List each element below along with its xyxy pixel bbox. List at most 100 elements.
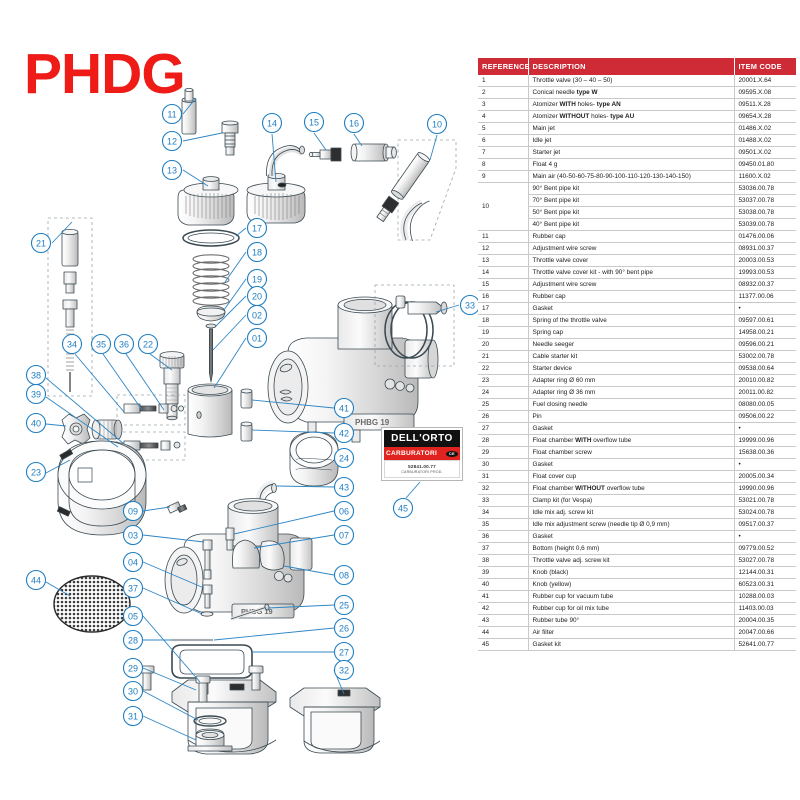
- callout-28[interactable]: 28: [122, 629, 144, 651]
- callout-29[interactable]: 29: [122, 657, 144, 679]
- callout-02[interactable]: 02: [246, 304, 268, 326]
- cell-description: Throttle valve adj. screw kit: [528, 554, 735, 568]
- badge-oval-mark: CE: [445, 450, 458, 457]
- callout-label: 06: [339, 506, 349, 516]
- callout-08[interactable]: 08: [333, 564, 355, 586]
- callout-37[interactable]: 37: [122, 577, 144, 599]
- part-bent-pipe-kit-10: [376, 139, 457, 242]
- callout-36[interactable]: 36: [113, 333, 135, 355]
- callout-label: 08: [339, 570, 349, 580]
- callout-20[interactable]: 20: [246, 285, 268, 307]
- table-row: 70° Bent pipe kit 53037.00.78: [478, 194, 796, 208]
- callout-label: 12: [167, 136, 177, 146]
- badge-code-line2: CARBURATORI PROD.: [401, 470, 443, 474]
- badge-subtitle-row: CARBURATORI CE: [384, 447, 460, 460]
- callout-25[interactable]: 25: [333, 594, 355, 616]
- callout-13[interactable]: 13: [161, 159, 183, 181]
- callout-27[interactable]: 27: [333, 641, 355, 663]
- cell-description: Rubber cap: [528, 230, 735, 244]
- callout-circle: [333, 617, 355, 639]
- table-row: 43 Rubber tube 90° 20004.00.35: [478, 614, 796, 628]
- callout-12[interactable]: 12: [161, 130, 183, 152]
- callout-label: 43: [339, 482, 349, 492]
- callout-15[interactable]: 15: [303, 111, 325, 133]
- callout-19[interactable]: 19: [246, 268, 268, 290]
- callout-10[interactable]: 10: [426, 113, 448, 135]
- cell-description: Starter jet: [528, 146, 735, 160]
- cell-item-code: 01486.X.02: [734, 122, 796, 136]
- callout-14[interactable]: 14: [261, 112, 283, 134]
- callout-03[interactable]: 03: [122, 524, 144, 546]
- callout-07[interactable]: 07: [333, 524, 355, 546]
- callout-18[interactable]: 18: [246, 241, 268, 263]
- cell-item-code: 09597.00.61: [734, 314, 796, 328]
- cell-item-code: 20004.00.35: [734, 614, 796, 628]
- callout-33[interactable]: 33: [459, 294, 479, 316]
- part-spring-18: [192, 254, 230, 306]
- callout-39[interactable]: 39: [25, 383, 47, 405]
- cell-item-code: 53036.00.78: [734, 182, 796, 196]
- callout-16[interactable]: 16: [343, 112, 365, 134]
- callout-circle: [246, 217, 268, 239]
- callout-circle: [25, 461, 47, 483]
- callout-24[interactable]: 24: [333, 447, 355, 469]
- cell-reference: 22: [478, 362, 529, 376]
- cell-description: Float cover cup: [528, 470, 735, 484]
- cell-description: Gasket: [528, 302, 735, 316]
- callout-05[interactable]: 05: [122, 605, 144, 627]
- table-row: 5 Main jet 01486.X.02: [478, 122, 796, 136]
- callout-30[interactable]: 30: [122, 680, 144, 702]
- callout-label: 03: [128, 530, 138, 540]
- callout-label: 11: [167, 109, 176, 119]
- cell-item-code: •: [734, 458, 796, 472]
- badge-brand: DELL'ORTO: [384, 430, 460, 447]
- cell-item-code: 20001.X.64: [734, 75, 796, 88]
- table-row: 33 Clamp kit (for Vespa) 53021.00.78: [478, 494, 796, 508]
- callout-label: 15: [309, 117, 319, 127]
- callout-45[interactable]: 45: [392, 497, 414, 519]
- callout-42[interactable]: 42: [333, 422, 355, 444]
- callout-11[interactable]: 11: [161, 103, 183, 125]
- callout-23[interactable]: 23: [25, 461, 47, 483]
- callout-26[interactable]: 26: [333, 617, 355, 639]
- part-conical-needle-02: [209, 328, 213, 383]
- callout-circle: [333, 422, 355, 444]
- cell-item-code: 09596.00.21: [734, 338, 796, 352]
- cell-item-code: 20047.00.66: [734, 626, 796, 640]
- table-row: 42 Rubber cup for oil mix tube 11403.00.03: [478, 602, 796, 616]
- cell-description: Throttle valve (30 – 40 – 50): [528, 75, 735, 88]
- callout-01[interactable]: 01: [246, 327, 268, 349]
- callout-31[interactable]: 31: [122, 705, 144, 727]
- callout-38[interactable]: 38: [25, 364, 47, 386]
- callout-40[interactable]: 40: [25, 412, 47, 434]
- callout-32[interactable]: 32: [333, 659, 355, 681]
- part-adjustment-wire-screw-12: [221, 120, 239, 156]
- callout-34[interactable]: 34: [61, 333, 83, 355]
- callout-circle: [25, 383, 47, 405]
- callout-06[interactable]: 06: [333, 500, 355, 522]
- cell-reference: 17: [478, 302, 529, 316]
- callout-22[interactable]: 22: [137, 333, 159, 355]
- cell-description: Adapter ring Ø 36 mm: [528, 386, 735, 400]
- table-row: 29 Float chamber screw 15638.00.36: [478, 446, 796, 460]
- callout-circle: [122, 657, 144, 679]
- cell-item-code: 15638.00.36: [734, 446, 796, 460]
- callout-04[interactable]: 04: [122, 551, 144, 573]
- part-screw-09: [166, 501, 188, 514]
- callout-label: 28: [128, 635, 138, 645]
- callout-label: 21: [36, 238, 46, 248]
- callout-21[interactable]: 21: [30, 232, 52, 254]
- cell-reference: 21: [478, 350, 529, 364]
- callout-label: 44: [31, 575, 41, 585]
- callout-circle: [333, 524, 355, 546]
- callout-09[interactable]: 09: [122, 500, 144, 522]
- callout-41[interactable]: 41: [333, 397, 355, 419]
- table-row: 27 Gasket •: [478, 422, 796, 436]
- callout-35[interactable]: 35: [90, 333, 112, 355]
- cell-reference: 10: [478, 182, 529, 232]
- part-float-08: [259, 540, 285, 571]
- callout-43[interactable]: 43: [333, 476, 355, 498]
- cell-reference: 8: [478, 158, 529, 172]
- callout-44[interactable]: 44: [25, 569, 47, 591]
- callout-17[interactable]: 17: [246, 217, 268, 239]
